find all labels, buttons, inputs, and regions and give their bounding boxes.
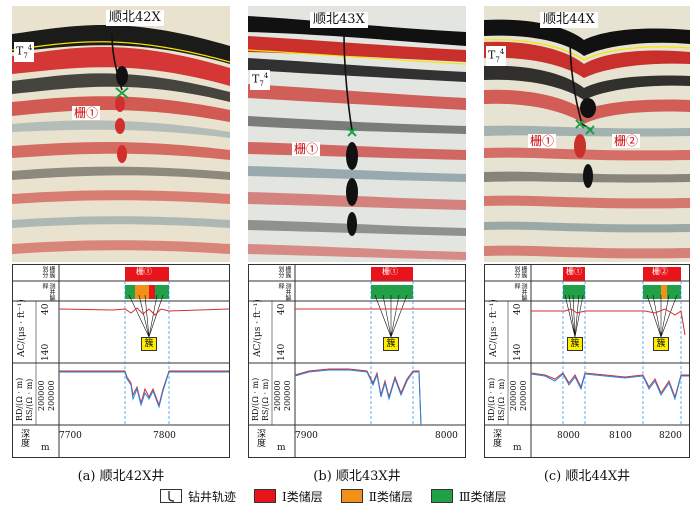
caption-c: (c) 顺北44X井 bbox=[543, 469, 631, 484]
depth-tick-c-1: 8000 bbox=[557, 431, 580, 441]
track-label-rd-a: RD/(Ω · m) bbox=[15, 377, 24, 421]
ac-max-a: 40 bbox=[41, 303, 51, 315]
legend-label-class1: Ⅰ类储层 bbox=[282, 489, 323, 504]
t7-base: T bbox=[16, 44, 24, 58]
track-label-rs-b: RS/(Ω · m) bbox=[261, 378, 270, 421]
zha-label-b: 栅① bbox=[292, 142, 321, 156]
rd-max-a: 200000 bbox=[37, 380, 46, 411]
legend-label-trajectory: 钻井轨迹 bbox=[188, 489, 237, 504]
track-label-zha-b: 栅簇划分 bbox=[277, 266, 291, 278]
depth-label-a: 深度 bbox=[19, 429, 29, 447]
cu-box-c-2: 簇 bbox=[653, 337, 669, 351]
depth-tick-a-2: 7800 bbox=[153, 431, 176, 441]
track-label-rd-b: RD/(Ω · m) bbox=[251, 377, 260, 421]
track-label-zha-a: 栅簇划分 bbox=[41, 266, 55, 278]
well-label-c: 顺北44X bbox=[540, 12, 598, 28]
seismic-section-c bbox=[484, 6, 690, 262]
well-label-b: 顺北43X bbox=[310, 12, 368, 28]
t7-sup: 4 bbox=[499, 48, 505, 56]
track-label-interp-a: 测井解释 bbox=[41, 283, 55, 301]
class2-swatch bbox=[340, 489, 363, 503]
depth-tick-c-2: 8100 bbox=[609, 431, 632, 441]
seismic-section-a bbox=[12, 6, 230, 262]
t7-sub: 7 bbox=[259, 79, 264, 88]
caption-b: (b) 顺北43X井 bbox=[313, 469, 401, 484]
ac-min-a: 140 bbox=[41, 343, 51, 361]
well-label-a: 顺北42X bbox=[106, 10, 164, 26]
cu-box-a: 簇 bbox=[141, 337, 157, 351]
horizon-label-a: T74 bbox=[14, 42, 35, 62]
cu-box-b: 簇 bbox=[383, 337, 399, 351]
rs-max-a: 200000 bbox=[47, 380, 56, 411]
legend-item-class2: Ⅱ类储层 bbox=[340, 488, 413, 505]
zha-label-a: 栅① bbox=[72, 106, 101, 120]
track-label-rs-c: RS/(Ω · m) bbox=[497, 378, 506, 421]
track-label-rs-a: RS/(Ω · m) bbox=[25, 378, 34, 421]
track-label-ac-c: AC/(μs · ft⁻¹) bbox=[489, 299, 499, 357]
ac-max-c: 40 bbox=[513, 303, 523, 315]
track-label-ac-b: AC/(μs · ft⁻¹) bbox=[253, 299, 263, 357]
depth-unit-a: m bbox=[41, 443, 50, 453]
class1-swatch bbox=[254, 489, 277, 503]
log-track-a: 栅簇划分 测井解释 AC/(μs · ft⁻¹) 140 40 簇 RD/(Ω … bbox=[12, 264, 230, 458]
depth-unit-b: m bbox=[277, 443, 286, 453]
rs-max-c: 200000 bbox=[519, 380, 528, 411]
ac-min-b: 140 bbox=[277, 343, 287, 361]
depth-label-c: 深度 bbox=[491, 429, 501, 447]
depth-label-b: 深度 bbox=[255, 429, 265, 447]
track-label-interp-b: 测井解释 bbox=[277, 283, 291, 301]
t7-sup: 4 bbox=[27, 44, 33, 52]
legend-item-class1: Ⅰ类储层 bbox=[254, 488, 323, 505]
ac-min-c: 140 bbox=[513, 343, 523, 361]
depth-tick-c-3: 8200 bbox=[659, 431, 682, 441]
legend-label-class3: Ⅲ类储层 bbox=[458, 489, 507, 504]
legend: 钻井轨迹 Ⅰ类储层 Ⅱ类储层 Ⅲ类储层 bbox=[160, 486, 525, 506]
rd-max-b: 200000 bbox=[273, 380, 282, 411]
horizon-label-b: T74 bbox=[250, 70, 271, 90]
rs-max-b: 200000 bbox=[283, 380, 292, 411]
t7-sub: 7 bbox=[23, 51, 28, 60]
panel-c: 顺北44X T74 栅① 栅② 栅簇划分 测井解释 AC bbox=[484, 6, 690, 484]
panel-b: 顺北43X T74 栅① 栅簇划分 测井解释 AC/(μs · ft⁻¹) 14… bbox=[248, 6, 466, 484]
rd-max-c: 200000 bbox=[509, 380, 518, 411]
horizon-label-c: T74 bbox=[486, 46, 507, 66]
legend-item-class3: Ⅲ类储层 bbox=[430, 488, 507, 505]
log-track-c: 栅簇划分 测井解释 AC/(μs · ft⁻¹) 140 40 簇 簇 RD/(… bbox=[484, 264, 690, 458]
track-label-rd-c: RD/(Ω · m) bbox=[487, 377, 496, 421]
t7-base: T bbox=[488, 48, 496, 62]
t7-base: T bbox=[252, 72, 260, 86]
caption-a: (a) 顺北42X井 bbox=[77, 469, 165, 484]
depth-tick-b-2: 8000 bbox=[435, 431, 458, 441]
legend-item-trajectory: 钻井轨迹 bbox=[160, 488, 236, 505]
legend-label-class2: Ⅱ类储层 bbox=[368, 489, 413, 504]
zha-label-c-1: 栅① bbox=[528, 134, 557, 148]
log-track-b: 栅簇划分 测井解释 AC/(μs · ft⁻¹) 140 40 簇 RD/(Ω … bbox=[248, 264, 466, 458]
track-label-interp-c: 测井解释 bbox=[513, 283, 527, 301]
track-label-zha-c: 栅簇划分 bbox=[513, 266, 527, 278]
panel-a: 顺北42X T74 栅① 栅簇划分 测井解释 AC/(μs · ft⁻¹) 14… bbox=[12, 6, 230, 484]
seismic-section-b bbox=[248, 6, 466, 262]
trajectory-icon bbox=[160, 489, 182, 503]
track-label-ac-a: AC/(μs · ft⁻¹) bbox=[17, 299, 27, 357]
depth-tick-b-1: 7900 bbox=[295, 431, 318, 441]
zone-label-c2: 栅② bbox=[652, 267, 668, 276]
cu-box-c-1: 簇 bbox=[567, 337, 583, 351]
depth-unit-c: m bbox=[513, 443, 522, 453]
depth-tick-a-1: 7700 bbox=[59, 431, 82, 441]
zone-label-c1: 栅① bbox=[566, 267, 582, 276]
t7-sub: 7 bbox=[495, 55, 500, 64]
ac-max-b: 40 bbox=[277, 303, 287, 315]
class3-swatch bbox=[430, 489, 453, 503]
t7-sup: 4 bbox=[263, 72, 269, 80]
zone-label-b: 栅① bbox=[382, 267, 398, 276]
zha-label-c-2: 栅② bbox=[612, 134, 641, 148]
zone-label-a: 栅① bbox=[136, 267, 152, 276]
